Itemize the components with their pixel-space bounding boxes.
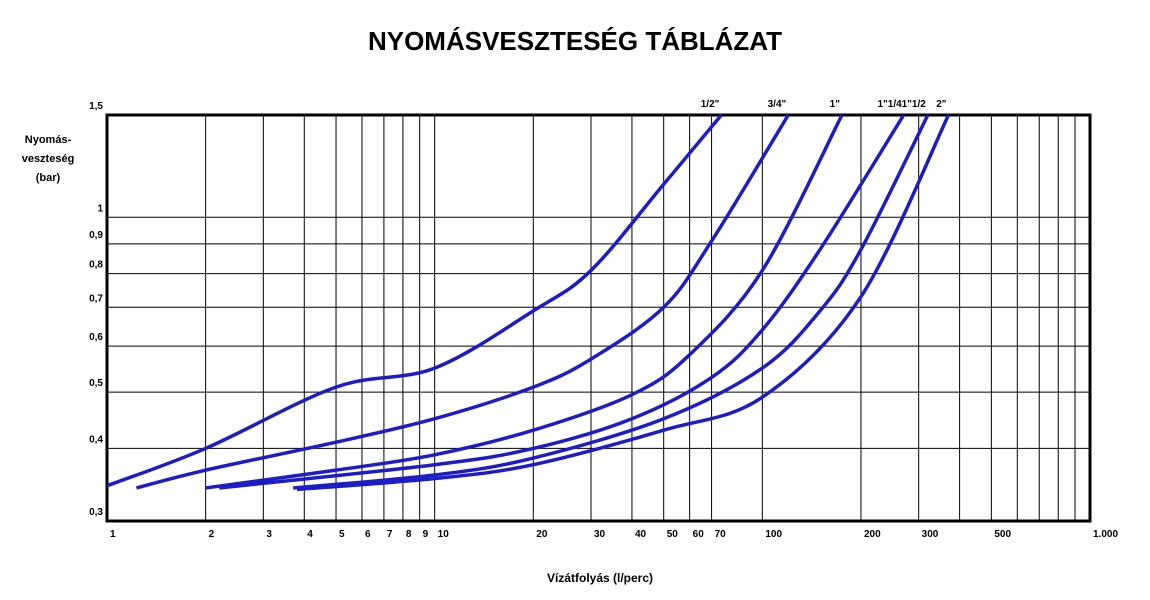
x-tick-label: 9 [423,529,429,540]
x-tick-label: 500 [994,529,1011,540]
x-tick-label: 200 [864,529,881,540]
x-tick-label: 70 [715,529,727,540]
series-line [219,114,906,490]
x-tick-label: 50 [667,529,679,540]
series-label: 1/2" [701,99,720,110]
series-line [106,113,723,488]
y-tick-label: 0,8 [89,260,103,271]
x-tick-label: 4 [307,529,313,540]
x-tick-label: 10 [438,529,450,540]
y-tick-label: 1,5 [89,101,103,112]
y-tick-label: 0,5 [89,378,103,389]
series-label: 1"1/4 [877,99,902,110]
y-axis-label: veszteség [22,153,75,165]
x-tick-label: 40 [635,529,647,540]
x-tick-label: 3 [266,529,272,540]
series-label: 1"1/2 [902,99,927,110]
series-label: 1" [830,99,841,110]
x-tick-label: 60 [693,529,705,540]
x-tick-label: 8 [406,529,412,540]
series-line [136,114,790,490]
y-axis-label: Nyomás- [25,134,72,146]
plot-frame [105,113,1092,523]
y-tick-label: 0,9 [89,230,103,241]
y-tick-label: 0,4 [89,434,103,445]
x-tick-label: 300 [922,529,939,540]
series-line [296,114,951,492]
series-line [205,114,844,490]
x-tick-label: 1.000 [1093,529,1118,540]
x-tick-label: 6 [365,529,371,540]
x-tick-label: 100 [765,529,782,540]
x-tick-label: 7 [387,529,393,540]
x-tick-label: 5 [339,529,345,540]
y-tick-label: 1 [97,203,103,214]
series-line [293,114,930,490]
y-tick-label: 0,3 [89,507,103,518]
series-label: 2" [936,99,947,110]
series-label: 3/4" [768,99,787,110]
y-tick-label: 0,6 [89,332,103,343]
x-tick-label: 30 [594,529,606,540]
y-tick-label: 0,7 [89,293,103,304]
x-tick-label: 1 [110,529,116,540]
y-axis-label: (bar) [36,172,61,184]
x-axis-label: Vízátfolyás (l/perc) [547,571,653,585]
x-tick-label: 2 [209,529,215,540]
chart-title: NYOMÁSVESZTESÉG TÁBLÁZAT [368,26,782,56]
x-tick-label: 20 [536,529,548,540]
